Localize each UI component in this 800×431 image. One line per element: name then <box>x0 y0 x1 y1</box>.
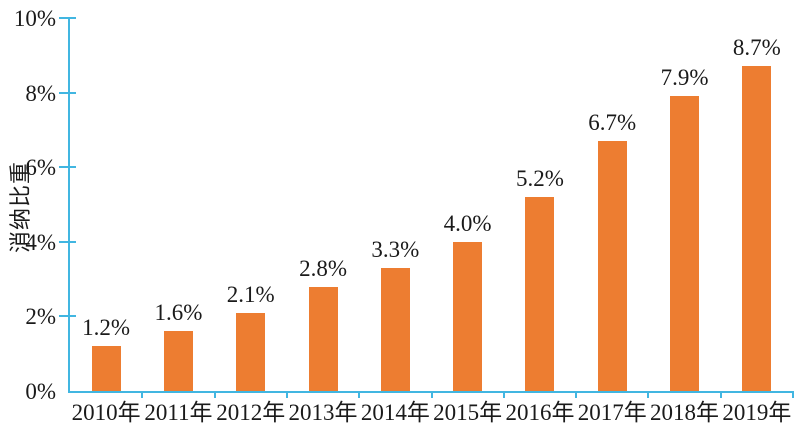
y-tick-label: 2% <box>25 304 56 330</box>
bar-value-label: 4.0% <box>443 210 492 236</box>
x-axis-line <box>68 391 793 393</box>
bar-value-label: 5.2% <box>515 166 564 192</box>
bar-value-label: 1.2% <box>82 315 131 341</box>
bar-value-label: 2.1% <box>226 281 275 307</box>
x-tick-label: 2019年 <box>722 400 792 425</box>
x-tick-label: 2012年 <box>216 400 286 425</box>
x-tick-mark <box>430 391 433 398</box>
y-tick-label: 4% <box>25 229 56 255</box>
bar <box>670 96 700 391</box>
bar <box>453 241 483 391</box>
x-tick-label: 2016年 <box>505 400 575 425</box>
x-tick-label: 2013年 <box>288 400 358 425</box>
y-tick-mark <box>59 315 76 318</box>
bar <box>236 312 266 391</box>
y-tick-label: 10% <box>13 6 56 31</box>
bar <box>525 197 555 391</box>
x-tick-mark <box>792 391 794 398</box>
bar <box>308 286 338 391</box>
y-tick-mark <box>59 240 76 243</box>
x-tick-mark <box>213 391 216 398</box>
bar-value-label: 7.9% <box>660 65 709 91</box>
x-tick-mark <box>647 391 650 398</box>
y-tick-mark <box>59 17 76 19</box>
bar <box>380 267 410 391</box>
y-tick-mark <box>59 91 76 94</box>
x-tick-mark <box>575 391 578 398</box>
y-tick-label: 8% <box>25 80 56 106</box>
bar-value-label: 8.7% <box>732 35 781 61</box>
y-axis-line <box>68 18 70 393</box>
x-tick-label: 2011年 <box>144 400 213 425</box>
bar-value-label: 6.7% <box>588 110 637 136</box>
bar-value-label: 1.6% <box>154 300 203 326</box>
bar-value-label: 2.8% <box>299 255 347 281</box>
y-tick-label: 0% <box>25 379 56 404</box>
x-tick-label: 2010年 <box>71 400 141 425</box>
x-tick-mark <box>285 391 288 398</box>
x-tick-label: 2015年 <box>433 400 503 425</box>
y-tick-label: 6% <box>25 155 56 181</box>
bar-value-label: 3.3% <box>371 236 420 262</box>
x-tick-label: 2018年 <box>650 400 720 425</box>
bar <box>91 346 121 391</box>
bar <box>163 331 193 391</box>
x-tick-mark <box>358 391 361 398</box>
x-tick-mark <box>719 391 722 398</box>
bar <box>597 141 627 391</box>
bar <box>742 66 772 391</box>
x-tick-label: 2017年 <box>577 400 647 425</box>
x-tick-mark <box>502 391 505 398</box>
y-tick-mark <box>59 166 76 169</box>
x-tick-label: 2014年 <box>360 400 430 425</box>
x-tick-mark <box>141 391 144 398</box>
